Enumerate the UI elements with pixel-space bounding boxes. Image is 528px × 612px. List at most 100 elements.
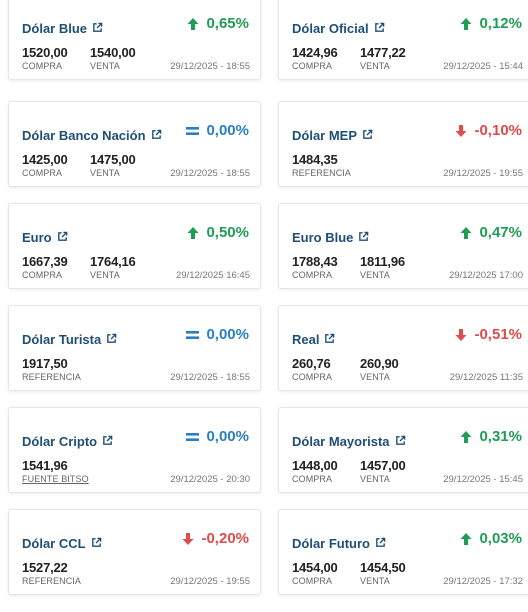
quote-title-link[interactable]: Euro Blue (292, 230, 369, 245)
quote-label-1: COMPRA (22, 61, 63, 71)
quote-value-1: 1788,43 (292, 254, 338, 269)
external-link-icon (358, 230, 369, 245)
quote-timestamp: 29/12/2025 16:45 (176, 270, 250, 281)
quote-change: 0,12% (460, 15, 522, 32)
equal-icon (186, 330, 200, 340)
quote-title-link[interactable]: Dólar MEP (292, 128, 373, 143)
quote-card[interactable]: Dólar Blue 0,65% 1520,00 COMPRA 1540,00 VENTA… (8, 0, 261, 80)
external-link-icon (92, 21, 103, 36)
arrow-up-icon (460, 17, 472, 31)
quote-title: Dólar Mayorista (292, 434, 390, 449)
quote-label-1: COMPRA (22, 270, 63, 280)
quote-title: Dólar Banco Nación (22, 128, 146, 143)
external-link-icon (106, 332, 117, 347)
external-link-icon (102, 434, 113, 449)
change-percent: -0,51% (474, 326, 522, 343)
arrow-up-icon (460, 226, 472, 240)
change-percent: 0,00% (206, 326, 249, 343)
arrow-up-icon (187, 226, 199, 240)
quote-title-link[interactable]: Dólar Banco Nación (22, 128, 162, 143)
quote-title-link[interactable]: Dólar Turista (22, 332, 117, 347)
quote-change: 0,00% (186, 428, 249, 445)
quote-title-link[interactable]: Dólar Cripto (22, 434, 113, 449)
quote-value-1: 1667,39 (22, 254, 68, 269)
arrow-down-icon (455, 328, 467, 342)
quote-label-1: COMPRA (292, 372, 333, 382)
quote-value-2: 1457,00 (360, 458, 406, 473)
quote-title-link[interactable]: Dólar Mayorista (292, 434, 406, 449)
quote-value-1: 260,76 (292, 356, 331, 371)
quote-title-link[interactable]: Dólar Futuro (292, 536, 386, 551)
quote-card[interactable]: Dólar Cripto 0,00% 1541,96 FUENTE BITSO 29/1… (8, 407, 261, 493)
change-percent: 0,00% (206, 428, 249, 445)
quote-label-2: VENTA (90, 270, 120, 280)
quote-value-1: 1917,50 (22, 356, 68, 371)
quote-label-1: REFERENCIA (22, 576, 82, 586)
quote-card[interactable]: Dólar Mayorista 0,31% 1448,00 COMPRA 1457,00… (278, 407, 528, 493)
quote-label-1: REFERENCIA (22, 372, 82, 382)
quote-label-2: VENTA (360, 270, 390, 280)
quote-change: -0,10% (455, 122, 522, 139)
quote-title: Dólar MEP (292, 128, 358, 143)
quote-card[interactable]: Dólar Futuro 0,03% 1454,00 COMPRA 1454,50 VEN… (278, 509, 528, 595)
quote-timestamp: 29/12/2025 - 18:55 (170, 372, 250, 383)
quote-label-1: COMPRA (292, 474, 333, 484)
quote-change: -0,51% (455, 326, 522, 343)
quote-title-link[interactable]: Real (292, 332, 335, 347)
external-link-icon (91, 536, 102, 551)
quote-value-2: 1477,22 (360, 45, 406, 60)
quote-value-2: 1764,16 (90, 254, 136, 269)
quote-card[interactable]: Dólar Banco Nación 0,00% 1425,00 COMPRA 1475… (8, 101, 261, 187)
quote-card[interactable]: Dólar MEP -0,10% 1484,35 REFERENCIA 29/12/20… (278, 101, 528, 187)
quote-title: Euro Blue (292, 230, 354, 245)
arrow-up-icon (460, 430, 472, 444)
quote-title: Dólar Cripto (22, 434, 98, 449)
external-link-icon (362, 128, 373, 143)
quote-timestamp: 29/12/2025 - 18:55 (170, 168, 250, 179)
quote-title: Real (292, 332, 320, 347)
quote-timestamp: 29/12/2025 17:00 (449, 270, 523, 281)
quote-timestamp: 29/12/2025 11:35 (449, 372, 523, 383)
quote-title-link[interactable]: Dólar Oficial (292, 21, 385, 36)
quote-label-1: COMPRA (292, 576, 333, 586)
quote-title-link[interactable]: Dólar Blue (22, 21, 103, 36)
quote-label-1: COMPRA (292, 270, 333, 280)
quote-change: 0,00% (186, 326, 249, 343)
quote-value-1: 1448,00 (292, 458, 338, 473)
quote-card[interactable]: Euro Blue 0,47% 1788,43 COMPRA 1811,96 VENTA 2… (278, 203, 528, 289)
quote-card[interactable]: Dólar Oficial 0,12% 1424,96 COMPRA 1477,22 VE… (278, 0, 528, 80)
quote-change: 0,31% (460, 428, 522, 445)
quote-timestamp: 29/12/2025 - 18:55 (170, 61, 250, 72)
quote-value-1: 1454,00 (292, 560, 338, 575)
quote-value-2: 1454,50 (360, 560, 406, 575)
quote-value-2: 1475,00 (90, 152, 136, 167)
quote-value-1: 1527,22 (22, 560, 68, 575)
source-link[interactable]: FUENTE BITSO (22, 474, 89, 484)
quote-card[interactable]: Dólar CCL -0,20% 1527,22 REFERENCIA 29/12/20… (8, 509, 261, 595)
quote-title-link[interactable]: Euro (22, 230, 68, 245)
external-link-icon (395, 434, 406, 449)
quote-label-1: REFERENCIA (292, 168, 352, 178)
quote-label-2: VENTA (360, 61, 390, 71)
external-link-icon (57, 230, 68, 245)
quote-title: Dólar Turista (22, 332, 102, 347)
external-link-icon (374, 21, 385, 36)
change-percent: 0,65% (206, 15, 249, 32)
change-percent: 0,00% (206, 122, 249, 139)
arrow-down-icon (455, 124, 467, 138)
quote-card[interactable]: Real -0,51% 260,76 COMPRA 260,90 VENTA 29/12/2… (278, 305, 528, 391)
quote-title: Dólar Oficial (292, 21, 369, 36)
quote-card[interactable]: Euro 0,50% 1667,39 COMPRA 1764,16 VENTA 29/12/… (8, 203, 261, 289)
quote-timestamp: 29/12/2025 - 15:45 (443, 474, 523, 485)
quote-title-link[interactable]: Dólar CCL (22, 536, 102, 551)
quote-label-2: VENTA (90, 61, 120, 71)
quote-title: Dólar CCL (22, 536, 86, 551)
quote-value-1: 1484,35 (292, 152, 338, 167)
quote-change: -0,20% (182, 530, 249, 547)
quote-card[interactable]: Dólar Turista 0,00% 1917,50 REFERENCIA 29/12… (8, 305, 261, 391)
quote-label-1: COMPRA (292, 61, 333, 71)
arrow-up-icon (187, 17, 199, 31)
change-percent: 0,47% (479, 224, 522, 241)
quote-value-1: 1424,96 (292, 45, 338, 60)
quote-change: 0,00% (186, 122, 249, 139)
